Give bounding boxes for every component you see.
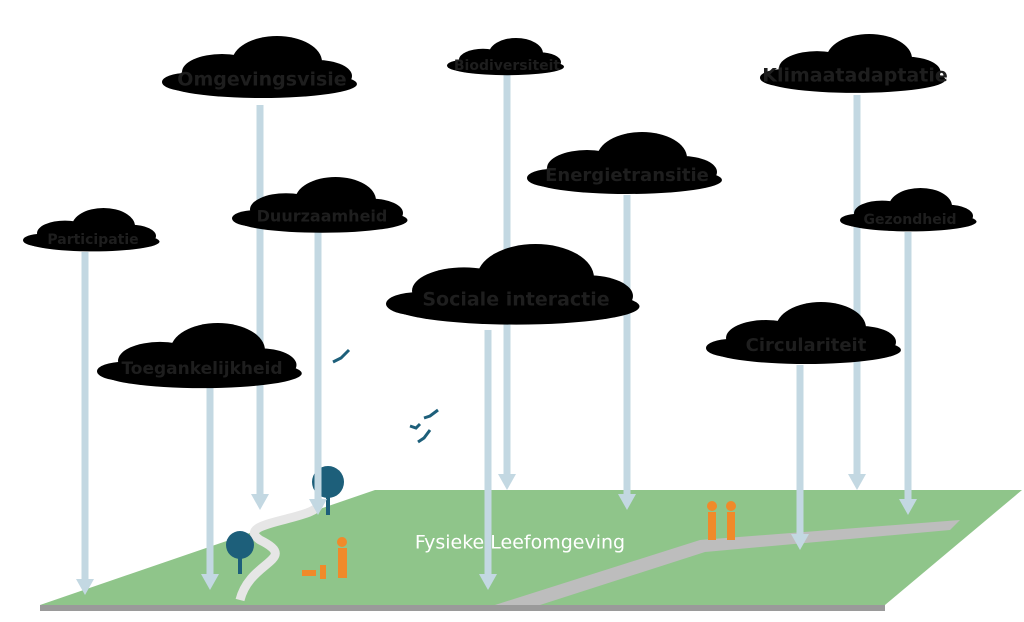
ground-edge: [40, 605, 885, 611]
diagram: Omgevingsvisie Biodiversiteit Klimaatadapt…: [0, 0, 1024, 622]
cloud-label: Klimaatadaptatie: [762, 65, 948, 87]
ground-label: Fysieke Leefomgeving: [415, 532, 625, 554]
arrow-head: [498, 474, 516, 490]
cloud-label: Omgevingsvisie: [177, 69, 346, 91]
cloud-shape: [386, 244, 640, 325]
arrow-head: [848, 474, 866, 490]
cloud-label: Biodiversiteit: [454, 58, 561, 74]
cloud-label: Energietransitie: [545, 165, 709, 186]
cloud-label: Toegankelijkheid: [121, 359, 282, 379]
cloud-label: Sociale interactie: [422, 289, 609, 311]
cloud-label: Circulariteit: [746, 335, 867, 356]
cloud-label: Duurzaamheid: [257, 207, 388, 226]
birds: [333, 350, 438, 442]
cloud: [386, 244, 640, 325]
cloud-label: Gezondheid: [863, 212, 956, 228]
cloud-label: Participatie: [47, 232, 138, 248]
arrow-head: [251, 494, 269, 510]
